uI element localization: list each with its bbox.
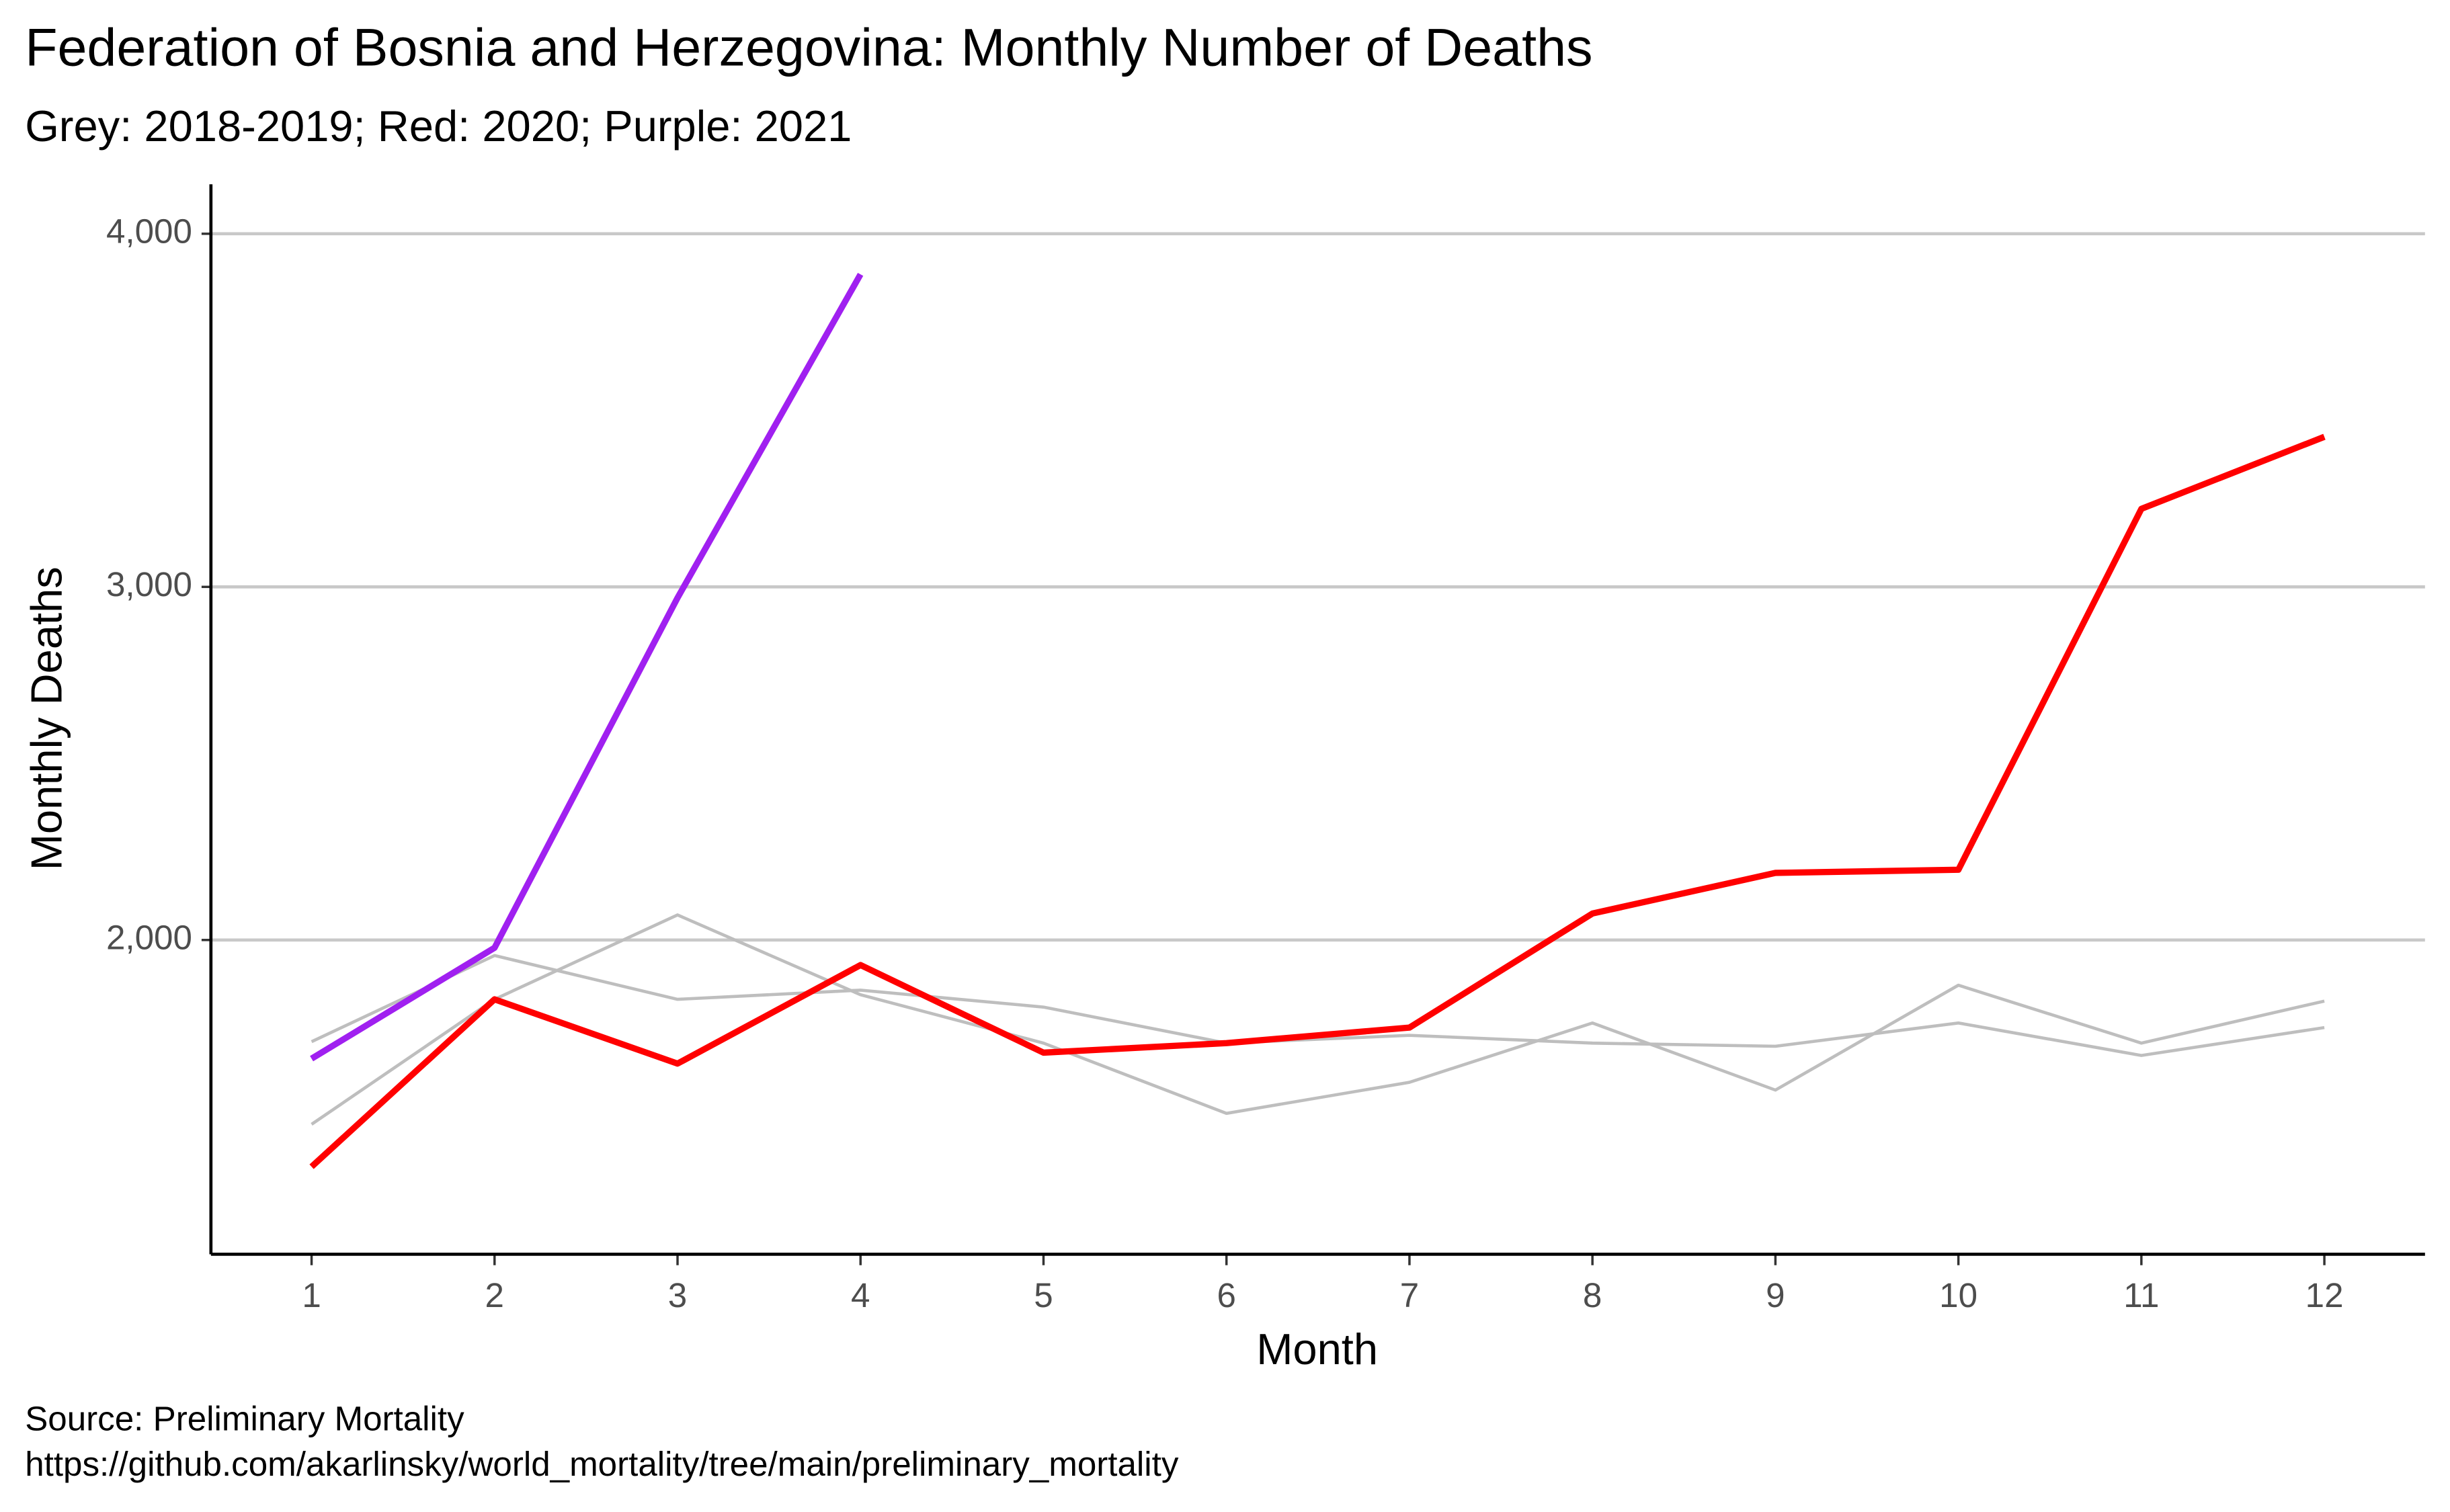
x-tick-label: 10 — [1939, 1276, 1977, 1314]
x-tick-label: 9 — [1766, 1276, 1785, 1314]
x-tick-label: 4 — [851, 1276, 870, 1314]
x-tick-label: 11 — [2123, 1276, 2159, 1314]
y-tick-label: 4,000 — [106, 212, 192, 250]
chart-subtitle: Grey: 2018-2019; Red: 2020; Purple: 2021 — [25, 101, 852, 151]
x-tick-label: 1 — [302, 1276, 321, 1314]
x-tick-label: 5 — [1034, 1276, 1053, 1314]
y-tick-label: 2,000 — [106, 918, 192, 956]
caption: Source: Preliminary Mortality — [25, 1400, 464, 1438]
x-tick-label: 7 — [1400, 1276, 1419, 1314]
series-line — [311, 913, 2325, 1126]
y-tick-label: 3,000 — [106, 565, 192, 603]
series-line — [309, 433, 2326, 1169]
x-tick-label: 2 — [485, 1276, 504, 1314]
chart-title: Federation of Bosnia and Herzegovina: Mo… — [25, 17, 1592, 77]
x-tick-label: 8 — [1583, 1276, 1602, 1314]
x-tick-label: 3 — [668, 1276, 687, 1314]
x-tick-label: 12 — [2305, 1276, 2344, 1314]
x-axis-title: Month — [1256, 1325, 1378, 1374]
y-axis-title: Monthly Deaths — [22, 566, 71, 870]
caption: https://github.com/akarlinsky/world_mort… — [25, 1445, 1179, 1483]
series-line — [311, 954, 2325, 1057]
series-line — [310, 272, 864, 1062]
x-tick-label: 6 — [1217, 1276, 1235, 1314]
